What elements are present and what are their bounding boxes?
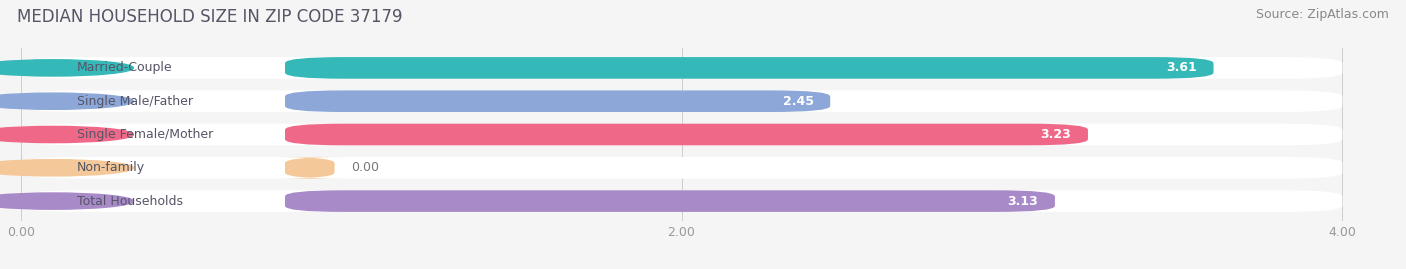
Circle shape xyxy=(0,60,134,76)
FancyBboxPatch shape xyxy=(276,157,344,179)
FancyBboxPatch shape xyxy=(21,57,1343,79)
Circle shape xyxy=(0,193,134,209)
Text: Total Households: Total Households xyxy=(77,194,183,208)
Circle shape xyxy=(0,126,134,143)
Text: Non-family: Non-family xyxy=(77,161,145,174)
FancyBboxPatch shape xyxy=(21,190,1343,212)
Circle shape xyxy=(0,160,134,176)
Text: MEDIAN HOUSEHOLD SIZE IN ZIP CODE 37179: MEDIAN HOUSEHOLD SIZE IN ZIP CODE 37179 xyxy=(17,8,402,26)
Text: Source: ZipAtlas.com: Source: ZipAtlas.com xyxy=(1256,8,1389,21)
Text: 0.00: 0.00 xyxy=(352,161,380,174)
FancyBboxPatch shape xyxy=(21,157,1343,179)
Text: Single Male/Father: Single Male/Father xyxy=(77,95,193,108)
Text: 2.45: 2.45 xyxy=(783,95,814,108)
Text: 3.23: 3.23 xyxy=(1040,128,1071,141)
Circle shape xyxy=(0,93,134,109)
FancyBboxPatch shape xyxy=(285,57,1213,79)
FancyBboxPatch shape xyxy=(285,90,830,112)
Text: 3.13: 3.13 xyxy=(1008,194,1039,208)
Text: Single Female/Mother: Single Female/Mother xyxy=(77,128,214,141)
FancyBboxPatch shape xyxy=(21,90,1343,112)
Text: 3.61: 3.61 xyxy=(1166,61,1197,75)
FancyBboxPatch shape xyxy=(21,124,1343,145)
FancyBboxPatch shape xyxy=(285,190,1054,212)
Text: Married-Couple: Married-Couple xyxy=(77,61,173,75)
FancyBboxPatch shape xyxy=(285,124,1088,145)
